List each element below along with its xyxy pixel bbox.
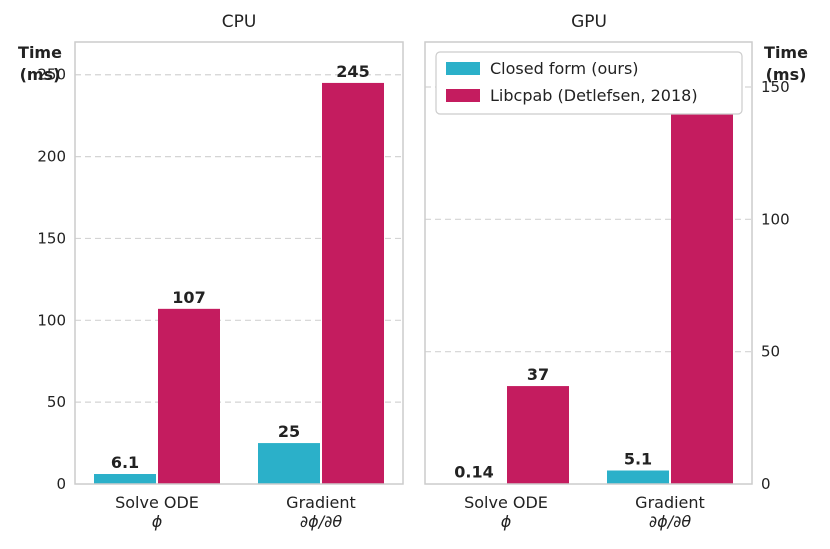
cpu-y-axis-label: Time (ms) <box>18 43 62 84</box>
cpu-panel: 6.1 25 107 245 CPU Time (ms) 0 50 100 150 200 250 Sol… <box>18 12 404 531</box>
gpu-bar-libcpab-0 <box>507 386 569 484</box>
gpu-y-tick-label: 50 <box>761 343 780 361</box>
gpu-y-tick-label: 0 <box>761 475 771 493</box>
gpu-panel-title: GPU <box>571 12 607 32</box>
cpu-y-tick-label: 0 <box>56 475 66 493</box>
gpu-category-label: Solve ODE <box>464 493 548 512</box>
legend-label: Closed form (ours) <box>490 59 639 78</box>
cpu-bar-closed-form-0 <box>94 474 156 484</box>
legend-swatch-libcpab <box>446 89 480 102</box>
gpu-y-axis-label: Time (ms) <box>764 43 808 84</box>
cpu-data-label: 25 <box>278 422 300 441</box>
gpu-bar-libcpab-1 <box>671 81 733 485</box>
gpu-data-label: 0.14 <box>454 463 493 482</box>
cpu-category-label: Gradient <box>286 493 356 512</box>
cpu-bar-libcpab-1 <box>322 82 384 484</box>
y-axis-label-line: Time <box>18 43 62 62</box>
gpu-category-symbol: ∂ϕ/∂θ <box>649 512 691 531</box>
y-axis-label-line: (ms) <box>766 65 807 84</box>
gpu-plot-frame <box>424 41 753 485</box>
gpu-data-label: 5.1 <box>624 450 652 469</box>
cpu-category-symbol: ϕ <box>152 512 163 531</box>
cpu-bar-libcpab-0 <box>158 308 220 484</box>
cpu-y-tick-label: 150 <box>37 229 66 247</box>
legend-swatch-closed-form <box>446 62 480 75</box>
gpu-y-tick-label: 100 <box>761 210 790 228</box>
cpu-y-tick-label: 100 <box>37 311 66 329</box>
legend-box <box>435 51 743 115</box>
cpu-plot-frame <box>74 41 404 485</box>
y-axis-label-line: Time <box>764 43 808 62</box>
gpu-category-symbol: ϕ <box>501 512 512 531</box>
cpu-category-label: Solve ODE <box>115 493 199 512</box>
cpu-bar-closed-form-1 <box>258 443 320 484</box>
cpu-y-tick-label: 200 <box>37 148 66 166</box>
cpu-data-label: 107 <box>172 288 205 307</box>
legend-label: Libcpab (Detlefsen, 2018) <box>490 86 698 105</box>
cpu-data-label: 245 <box>336 62 369 81</box>
gpu-data-label: 37 <box>527 365 549 384</box>
cpu-panel-title: CPU <box>222 12 257 32</box>
y-axis-label-line: (ms) <box>20 65 61 84</box>
gpu-y-tick-label: 150 <box>761 78 790 96</box>
cpu-category-symbol: ∂ϕ/∂θ <box>300 512 342 531</box>
cpu-data-label: 6.1 <box>111 453 139 472</box>
cpu-y-tick-label: 250 <box>37 66 66 84</box>
gpu-category-label: Gradient <box>635 493 705 512</box>
gpu-bar-closed-form-1 <box>607 470 669 484</box>
cpu-y-tick-label: 50 <box>47 393 66 411</box>
